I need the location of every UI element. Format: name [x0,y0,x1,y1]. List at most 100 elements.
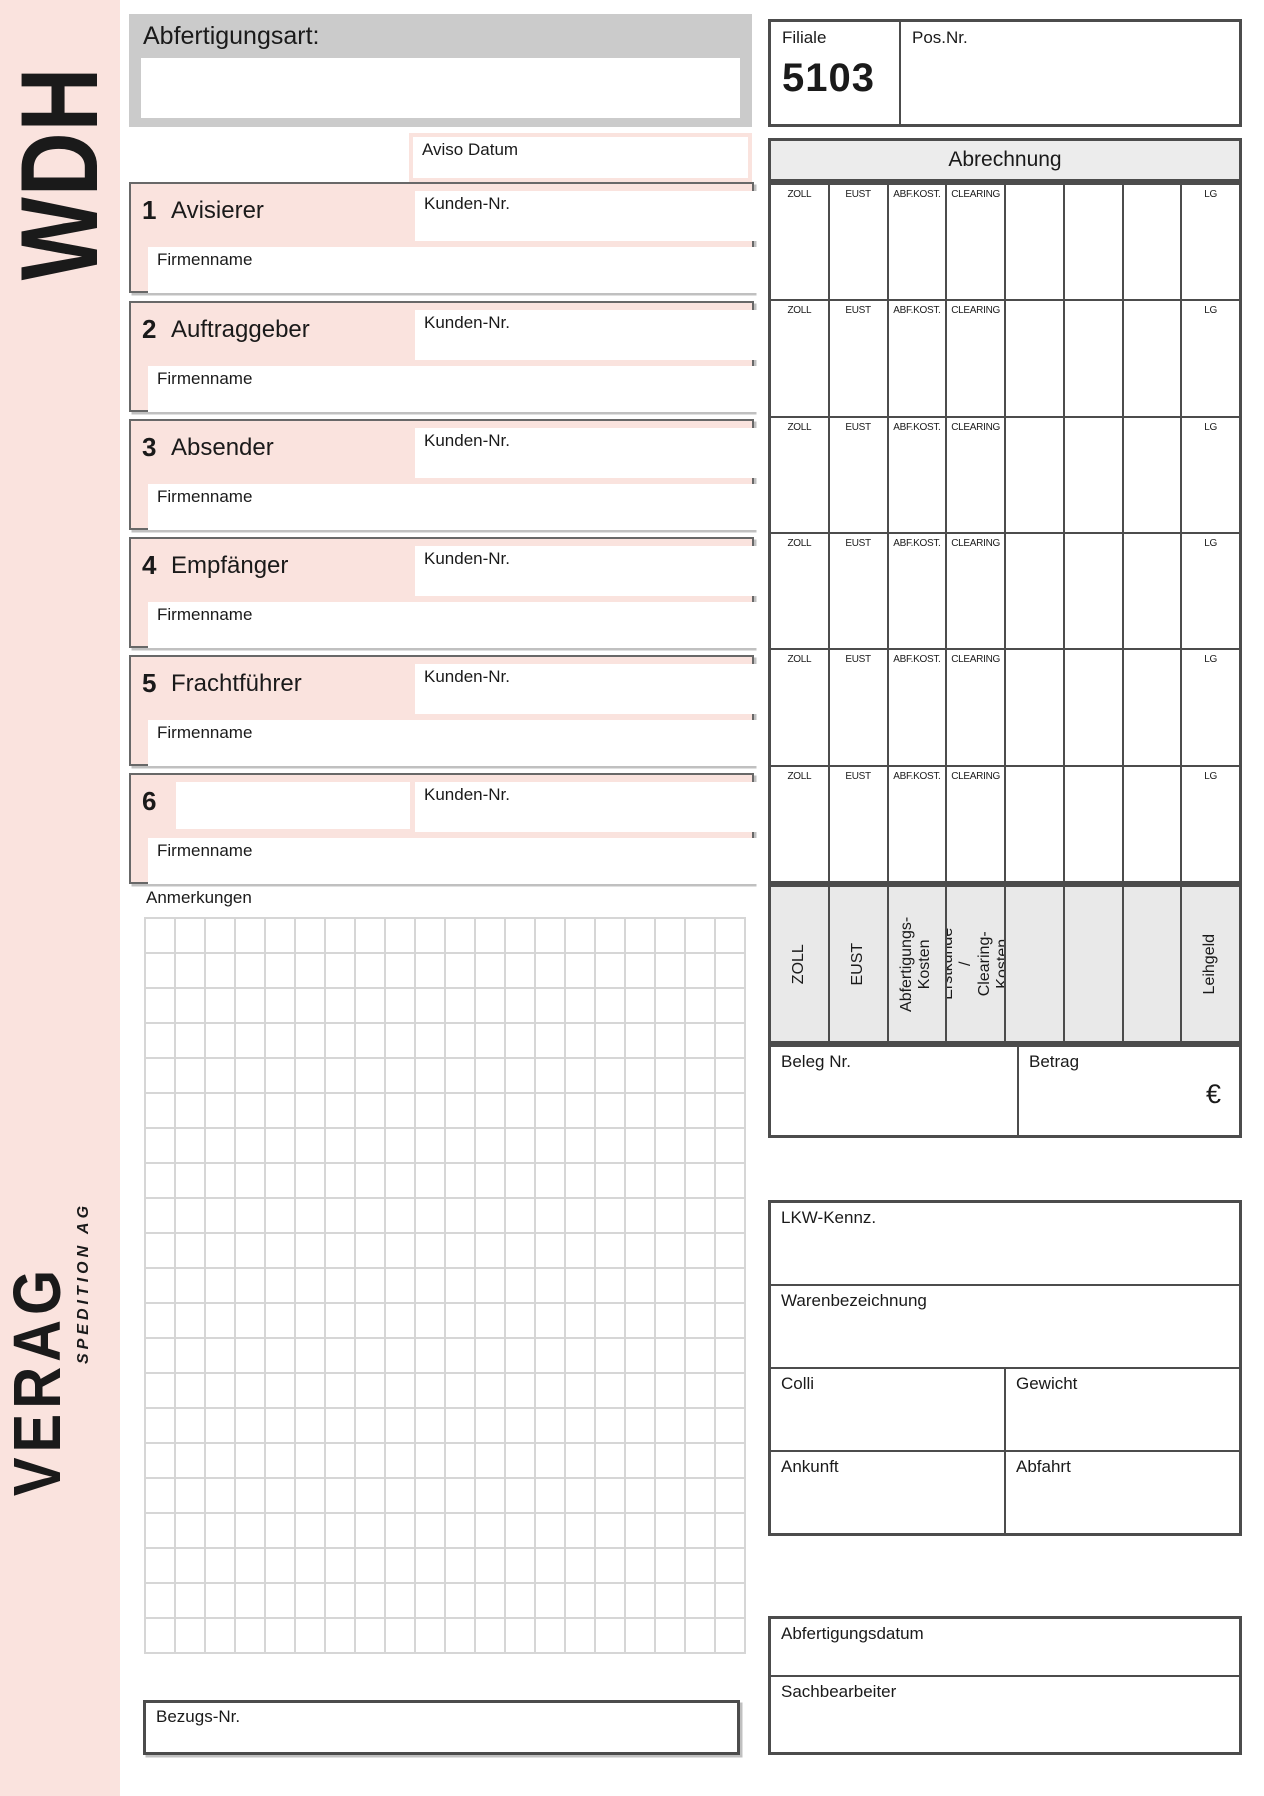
abrechnung-cell[interactable] [1006,533,1065,649]
abrechnung-cell[interactable] [1006,185,1065,300]
abrechnung-cell[interactable]: LG [1204,421,1217,433]
abrechnung-cell[interactable]: ZOLL [771,301,830,416]
abrechnung-cell[interactable] [1124,533,1183,649]
abrechnung-cell[interactable]: LG [1204,305,1217,317]
warenbezeichnung-field[interactable]: Warenbezeichnung [771,1286,1239,1367]
colli-label: Colli [781,1374,815,1393]
abrechnung-cell[interactable]: ZOLL [771,766,830,881]
filiale-cell: Filiale 5103 [771,22,901,124]
kunden-nr-field[interactable]: Kunden-Nr. [415,664,759,714]
abrechnung-cell[interactable]: ZOLL [771,533,830,649]
anmerkungen-grid-field[interactable] [144,917,746,1654]
abrechnung-cell[interactable]: EUST [830,650,889,765]
kunden-nr-field[interactable]: Kunden-Nr. [415,782,759,832]
ankunft-field[interactable]: Ankunft [771,1452,1006,1533]
abfertigungsdatum-field[interactable]: Abfertigungsdatum [771,1619,1239,1677]
kunden-nr-field[interactable]: Kunden-Nr. [415,546,759,596]
abrechnung-cell[interactable]: CLEARING [947,301,1006,416]
abrechnung-cell[interactable] [1124,650,1183,765]
abrechnung-cell[interactable] [1124,301,1183,416]
colli-field[interactable]: Colli [771,1369,1006,1450]
abrechnung-vertical-cell: Erstkunde / Clearing-Kosten [947,887,1006,1041]
sidebar: WDH VERAG SPEDITION AG [0,0,120,1796]
abrechnung-cell[interactable] [1006,417,1065,532]
abrechnung-cell[interactable] [1124,185,1183,300]
abrechnung-cell[interactable]: CLEARING [947,766,1006,881]
wdh-logo: WDH [0,28,120,318]
abrechnung-cell[interactable] [1065,533,1124,649]
beleg-nr-field[interactable]: Beleg Nr. [771,1047,1019,1135]
section-absender: 3 Absender Kunden-Nr. Firmenname [129,419,759,530]
filiale-value: 5103 [782,55,875,100]
abrechnung-cell[interactable]: CLEARING [947,650,1006,765]
beleg-betrag-row: Beleg Nr. Betrag € [768,1044,1242,1138]
firmenname-field[interactable]: Firmenname [148,602,759,648]
abrechnung-cell[interactable]: EUST [830,301,889,416]
abrechnung-cell[interactable]: ZOLL [771,185,830,300]
abrechnung-cell[interactable]: LG [1204,189,1217,200]
abrechnung-cell[interactable] [1124,766,1183,881]
abrechnung-vertical-label: EUST [848,942,866,986]
abrechnung-cell[interactable] [1065,766,1124,881]
firmenname-field[interactable]: Firmenname [148,838,759,884]
abrechnung-cell[interactable]: CLEARING [947,185,1006,300]
abrechnung-cell[interactable]: ABF.KOST. [889,650,948,765]
kunden-nr-field[interactable]: Kunden-Nr. [415,191,759,241]
firmenname-label: Firmenname [157,605,253,624]
abrechnung-cell[interactable]: ABF.KOST. [889,301,948,416]
spedition-ag-label: SPEDITION AG [64,1168,104,1398]
abrechnung-cell[interactable] [1006,301,1065,416]
aviso-datum-box: Aviso Datum [409,133,752,182]
abrechnung-cell[interactable]: ABF.KOST. [889,185,948,300]
aviso-datum-label: Aviso Datum [422,140,519,159]
section-six-title-field[interactable] [176,782,410,829]
aviso-datum-field[interactable]: Aviso Datum [413,137,748,178]
bezugs-nr-field[interactable]: Bezugs-Nr. [143,1700,740,1755]
abrechnung-cell[interactable]: CLEARING [947,417,1006,532]
abrechnung-vertical-cell: Leihgeld [1182,887,1239,1041]
abrechnung-cell[interactable]: LG [1204,770,1217,782]
firmenname-field[interactable]: Firmenname [148,484,759,530]
sachbearbeiter-field[interactable]: Sachbearbeiter [771,1677,1239,1752]
abrechnung-cell[interactable]: ABF.KOST. [889,417,948,532]
firmenname-field[interactable]: Firmenname [148,366,759,412]
section-label: Absender [171,434,274,461]
abrechnung-vertical-labels: ZOLL EUST Abfertigungs- Kosten Erstkunde / … [768,884,1242,1044]
abrechnung-cell[interactable] [1065,650,1124,765]
abrechnung-cell[interactable]: LG [1204,537,1217,549]
abrechnung-cell[interactable]: CLEARING [947,533,1006,649]
firmenname-label: Firmenname [157,841,253,860]
abfahrt-field[interactable]: Abfahrt [1006,1452,1239,1533]
abrechnung-cell[interactable]: ABF.KOST. [889,533,948,649]
abrechnung-cell[interactable] [1065,417,1124,532]
firmenname-field[interactable]: Firmenname [148,247,759,293]
abrechnung-cell[interactable]: EUST [830,185,889,300]
section-number: 3 [142,432,157,462]
betrag-field[interactable]: Betrag € [1019,1047,1239,1135]
abrechnung-cell[interactable]: ZOLL [771,650,830,765]
euro-currency-symbol: € [1205,1079,1221,1109]
gewicht-field[interactable]: Gewicht [1006,1369,1239,1450]
kunden-nr-field[interactable]: Kunden-Nr. [415,310,759,360]
abrechnung-vertical-cell [1123,887,1183,1041]
abrechnung-rows: ZOLL EUST ABF.KOST. CLEARING LG ZOLL EUST ABF.K… [768,182,1242,884]
section-label: Empfänger [171,552,289,579]
abrechnung-vertical-label: Erstkunde / Clearing-Kosten [947,927,1006,1001]
abrechnung-row: ZOLL EUST ABF.KOST. CLEARING LG [771,417,1239,534]
abrechnung-cell[interactable]: ZOLL [771,417,830,532]
abrechnung-cell[interactable]: EUST [830,766,889,881]
firmenname-field[interactable]: Firmenname [148,720,759,766]
pos-nr-field[interactable]: Pos.Nr. [901,22,1239,124]
abrechnung-cell[interactable] [1006,766,1065,881]
abrechnung-cell[interactable] [1006,650,1065,765]
lkw-kennz-field[interactable]: LKW-Kennz. [771,1203,1239,1284]
abrechnung-cell[interactable]: EUST [830,417,889,532]
abrechnung-cell[interactable] [1065,301,1124,416]
abfertigungsart-field[interactable] [141,58,740,118]
abrechnung-cell[interactable] [1065,185,1124,300]
abrechnung-cell[interactable]: EUST [830,533,889,649]
abrechnung-cell[interactable]: LG [1204,654,1217,666]
kunden-nr-field[interactable]: Kunden-Nr. [415,428,759,478]
abrechnung-cell[interactable]: ABF.KOST. [889,766,948,881]
abrechnung-cell[interactable] [1124,417,1183,532]
